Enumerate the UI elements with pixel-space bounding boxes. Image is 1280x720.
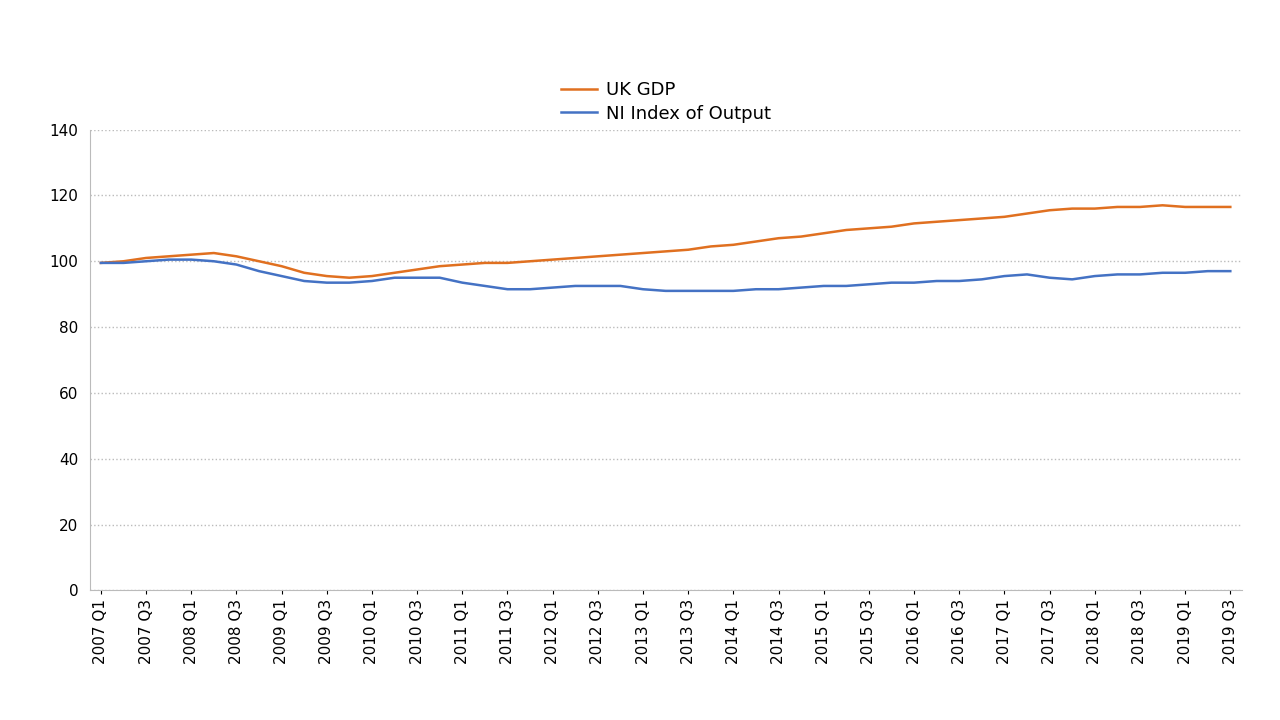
Line: NI Index of Output: NI Index of Output	[101, 260, 1230, 291]
NI Index of Output	[454, 279, 470, 287]
NI Index of Output	[883, 279, 899, 287]
NI Index of Output	[1222, 267, 1238, 276]
NI Index of Output	[93, 258, 109, 267]
NI Index of Output	[1201, 267, 1216, 276]
UK GDP	[1201, 202, 1216, 211]
UK GDP	[454, 260, 470, 269]
UK GDP	[365, 271, 380, 280]
UK GDP	[861, 224, 877, 233]
UK GDP	[1155, 201, 1170, 210]
NI Index of Output	[658, 287, 673, 295]
UK GDP	[342, 274, 357, 282]
NI Index of Output	[477, 282, 493, 290]
NI Index of Output	[365, 276, 380, 285]
UK GDP	[1222, 202, 1238, 211]
NI Index of Output	[161, 256, 177, 264]
Legend: UK GDP, NI Index of Output: UK GDP, NI Index of Output	[553, 74, 778, 130]
UK GDP	[93, 258, 109, 267]
UK GDP	[929, 217, 945, 226]
NI Index of Output	[951, 276, 966, 285]
UK GDP	[477, 258, 493, 267]
Line: UK GDP: UK GDP	[101, 205, 1230, 278]
